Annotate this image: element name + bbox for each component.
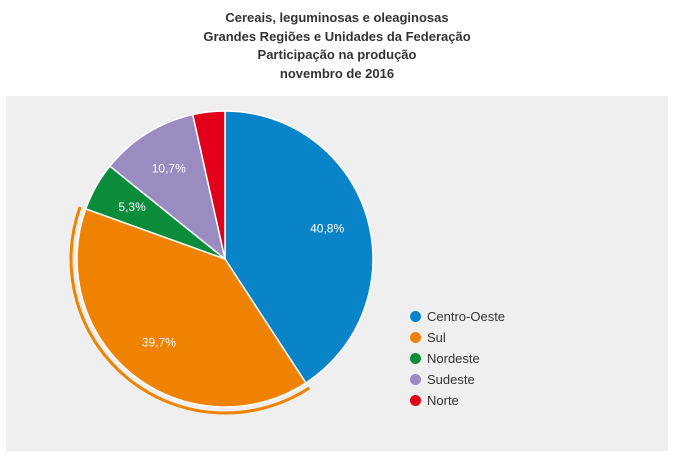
legend-marker bbox=[410, 311, 421, 322]
legend-marker bbox=[410, 374, 421, 385]
pie-slice-sudeste[interactable] bbox=[109, 113, 226, 260]
legend-label: Sul bbox=[427, 330, 446, 345]
legend-item-centro-oeste[interactable]: Centro-Oeste bbox=[410, 306, 505, 327]
pie-slice-sul[interactable] bbox=[76, 208, 307, 408]
legend-label: Norte bbox=[427, 393, 459, 408]
data-label-sudeste: 10,7% bbox=[152, 161, 186, 175]
legend-item-norte[interactable]: Norte bbox=[410, 390, 505, 411]
title-line-2: Grandes Regiões e Unidades da Federação bbox=[203, 28, 471, 44]
data-label-centro-oeste: 40,8% bbox=[310, 222, 344, 236]
pie-slice-highlight-sul bbox=[69, 206, 310, 415]
legend-item-sul[interactable]: Sul bbox=[410, 327, 505, 348]
legend-label: Nordeste bbox=[427, 351, 480, 366]
legend-marker bbox=[410, 332, 421, 343]
data-label-nordeste: 5,3% bbox=[118, 200, 146, 214]
title-line-3: Participação na produção bbox=[257, 47, 417, 62]
legend-item-sudeste[interactable]: Sudeste bbox=[410, 369, 505, 390]
legend-label: Centro-Oeste bbox=[427, 309, 506, 324]
legend-label: Sudeste bbox=[427, 372, 475, 387]
legend: Centro-Oeste Sul Nordeste Sudeste Norte bbox=[410, 306, 505, 411]
title-line-4: novembro de 2016 bbox=[279, 65, 395, 81]
pie-slice-norte[interactable] bbox=[191, 110, 226, 260]
legend-marker bbox=[410, 395, 421, 406]
title-line-1: Cereais, leguminosas e oleaginosas bbox=[225, 10, 449, 25]
legend-marker bbox=[410, 353, 421, 364]
chart-title: Cereais, leguminosas e oleaginosas Grand… bbox=[0, 9, 674, 83]
legend-item-nordeste[interactable]: Nordeste bbox=[410, 348, 505, 369]
data-label-sul: 39,7% bbox=[142, 336, 176, 350]
